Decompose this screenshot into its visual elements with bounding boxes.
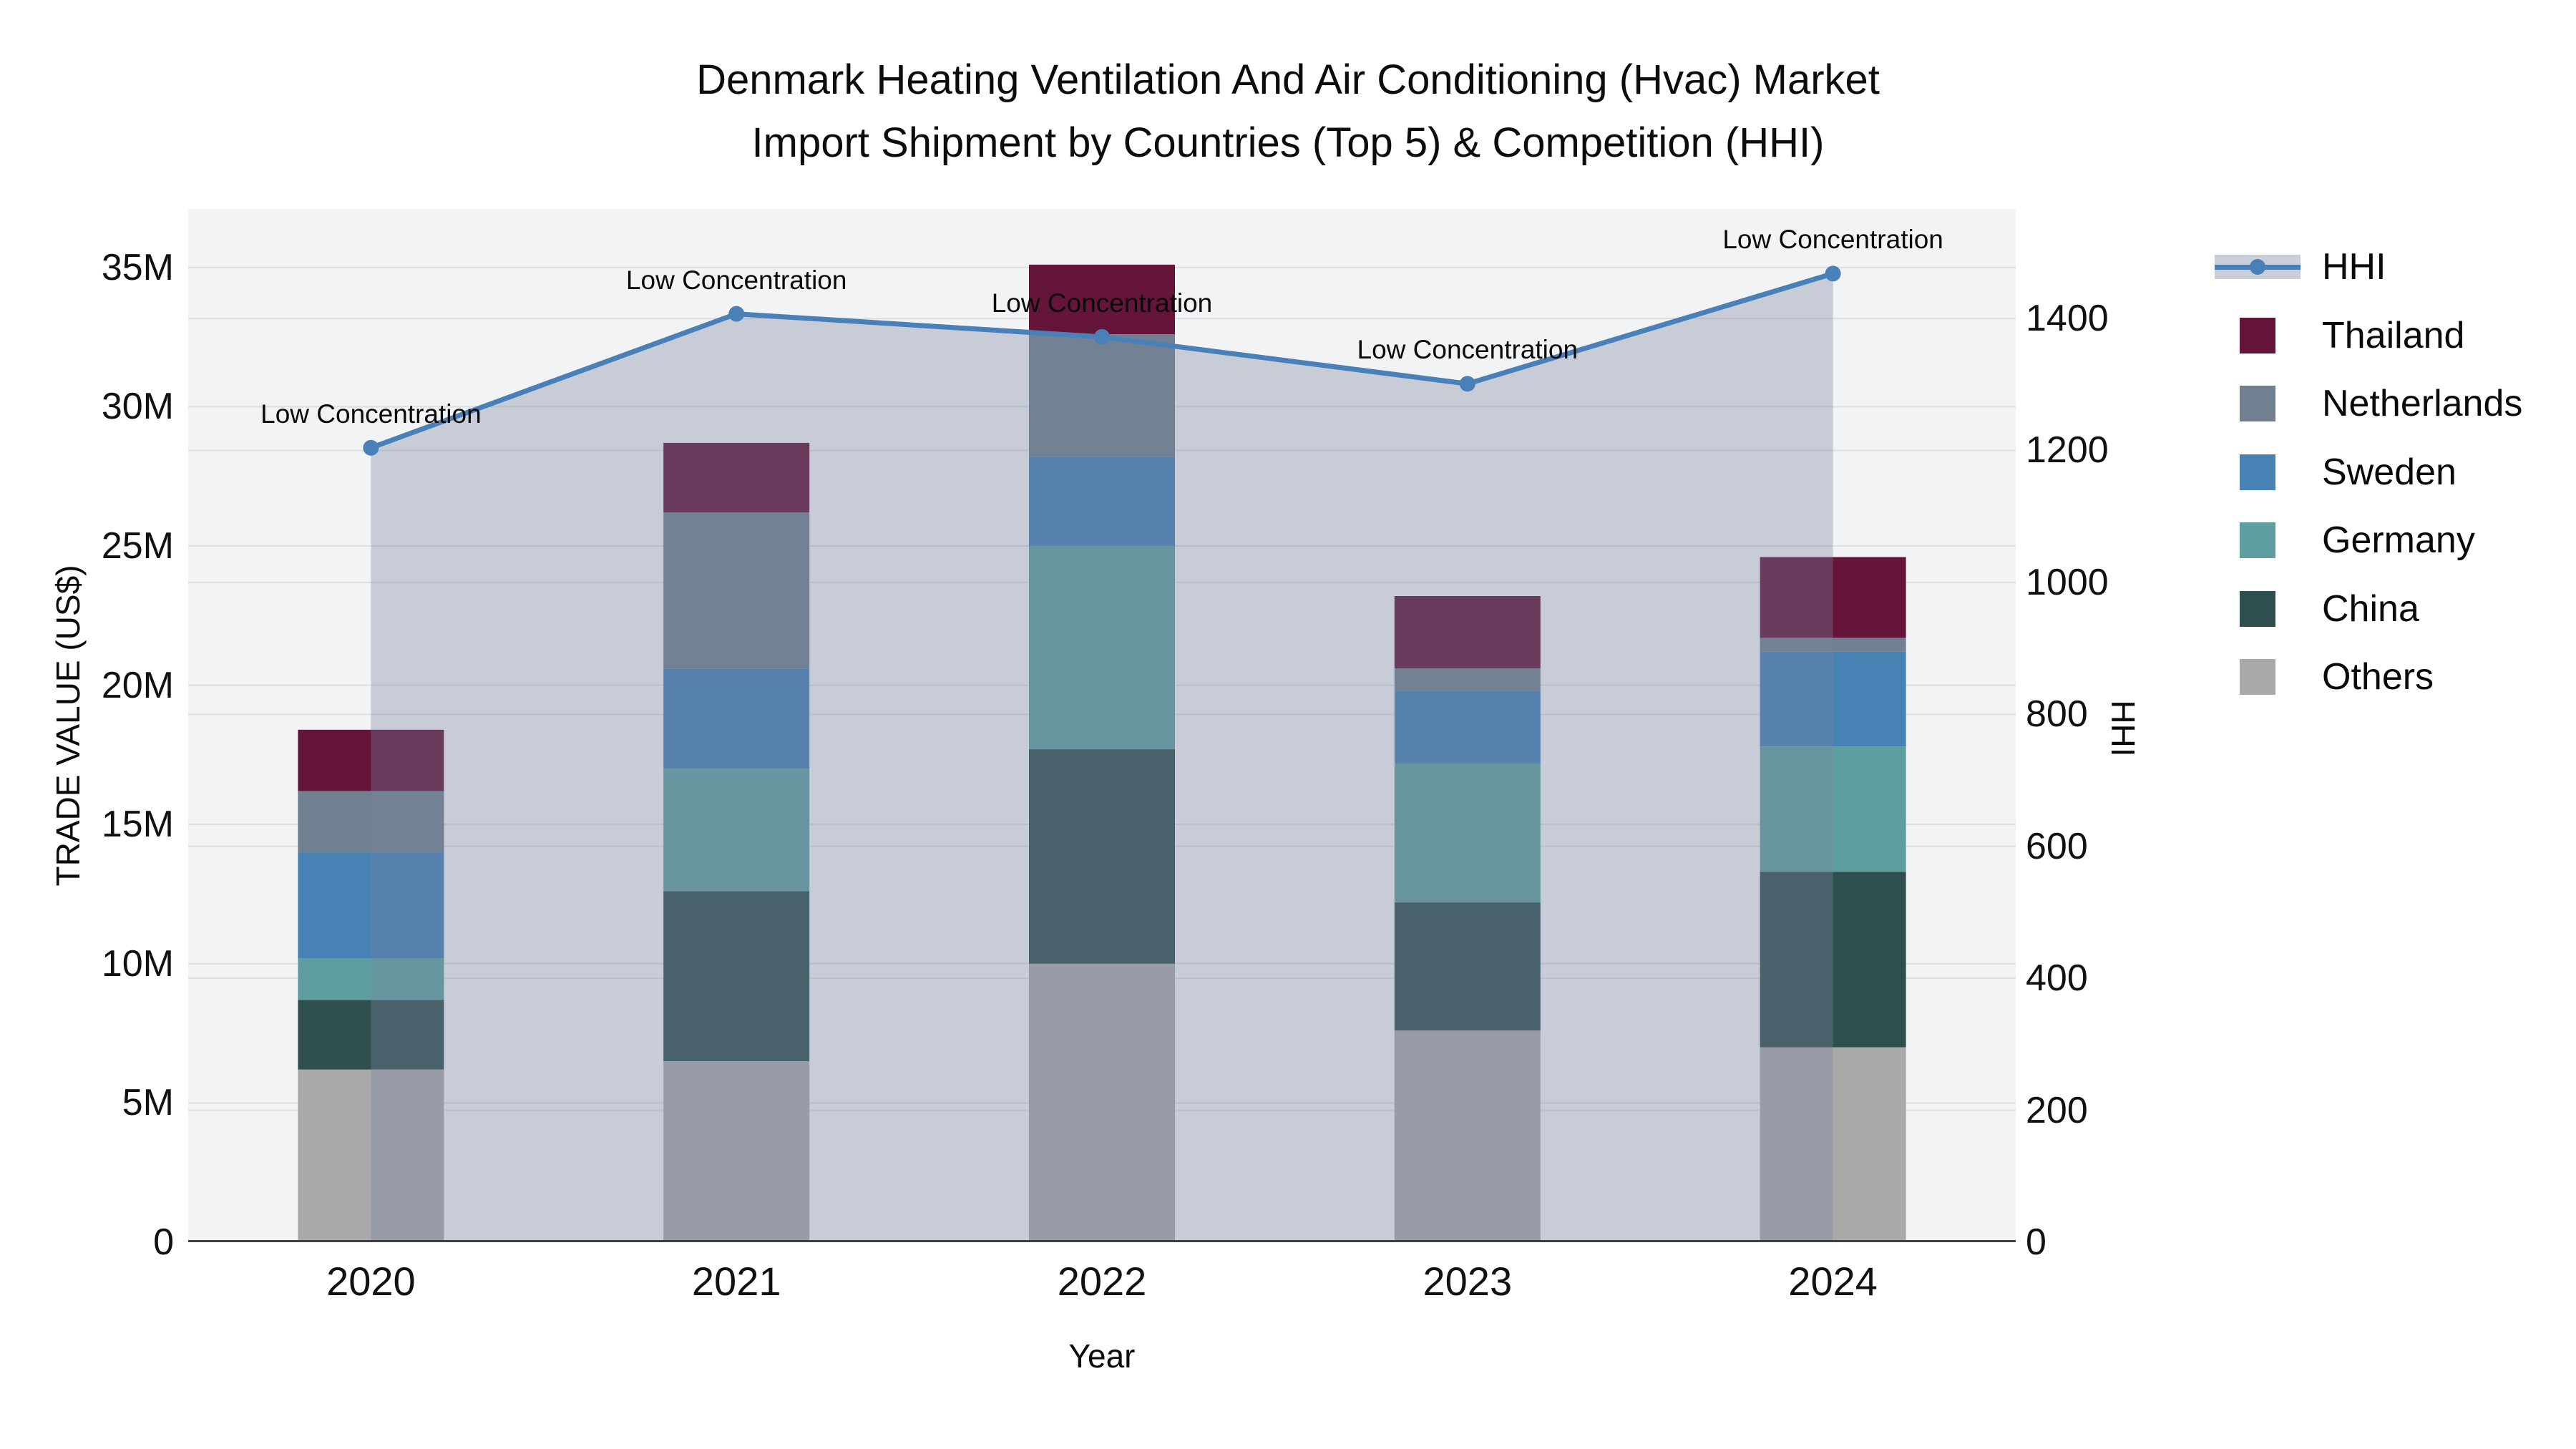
x-axis-tick: 2023 [1423, 1259, 1513, 1304]
legend-sample-others [2215, 655, 2301, 698]
chart-title-line2: Import Shipment by Countries (Top 5) & C… [751, 119, 1825, 166]
legend-label-netherlands: Netherlands [2322, 383, 2523, 424]
hhi-point-2024[interactable] [1825, 265, 1841, 282]
chart-title: Denmark Heating Ventilation And Air Cond… [0, 49, 2576, 175]
y-axis-tick-right: 200 [2026, 1089, 2088, 1131]
bar-2023-germany[interactable] [1394, 763, 1541, 903]
bar-2022-thailand[interactable] [1029, 264, 1175, 335]
legend-item-sweden[interactable]: Sweden [2215, 451, 2457, 494]
bar-2020-germany[interactable] [298, 957, 444, 1000]
annotation-2024: Low Concentration [1722, 225, 1943, 255]
y-axis-tick-left: 5M [122, 1082, 174, 1124]
bar-2021-germany[interactable] [663, 769, 810, 892]
y-axis-tick-left: 15M [101, 804, 174, 846]
y-axis-tick-left: 10M [101, 942, 174, 985]
bar-2021-thailand[interactable] [663, 442, 810, 513]
bar-2024-others[interactable] [1760, 1047, 1906, 1242]
legend-label-thailand: Thailand [2322, 314, 2465, 356]
annotation-2021: Low Concentration [625, 265, 847, 295]
y-axis-tick-right: 1400 [2026, 298, 2109, 340]
hhi-point-2023[interactable] [1459, 376, 1475, 392]
bar-2024-germany[interactable] [1760, 746, 1906, 872]
y-axis-tick-left: 0 [153, 1221, 174, 1263]
legend-swatch-netherlands [2240, 386, 2275, 421]
y-axis-tick-right: 1000 [2026, 561, 2109, 603]
y-axis-tick-right: 600 [2026, 825, 2088, 867]
legend-swatch-china [2240, 590, 2275, 627]
bar-2024-netherlands[interactable] [1760, 638, 1906, 652]
legend-swatch-sweden [2240, 454, 2275, 490]
hhi-area-fill [371, 273, 1833, 1242]
legend-label-others: Others [2322, 656, 2434, 698]
y-axis-tick-right: 800 [2026, 693, 2088, 736]
bar-2022-netherlands[interactable] [1029, 334, 1175, 457]
hhi-point-2020[interactable] [363, 439, 379, 456]
bar-2021-others[interactable] [663, 1061, 810, 1242]
legend-sample-thailand [2215, 314, 2301, 357]
legend-item-netherlands[interactable]: Netherlands [2215, 382, 2522, 425]
legend-sample-netherlands [2215, 382, 2301, 425]
bar-2023-sweden[interactable] [1394, 691, 1541, 763]
hhi-point-2021[interactable] [728, 306, 745, 322]
bar-2021-china[interactable] [663, 891, 810, 1062]
y-axis-tick-left: 20M [101, 664, 174, 706]
bar-2024-china[interactable] [1760, 872, 1906, 1048]
bar-2022-others[interactable] [1029, 963, 1175, 1242]
y-axis-tick-right: 0 [2026, 1221, 2046, 1263]
x-axis-tick: 2021 [691, 1259, 781, 1304]
bar-2020-thailand[interactable] [298, 729, 444, 791]
legend-swatch-others [2240, 659, 2275, 695]
legend-item-others[interactable]: Others [2215, 655, 2434, 698]
y-axis-tick-right: 1200 [2026, 429, 2109, 472]
hhi-marker-swatch [2250, 259, 2265, 275]
plot-area [188, 209, 2016, 1242]
legend-item-thailand[interactable]: Thailand [2215, 314, 2464, 357]
x-axis-title: Year [1068, 1337, 1136, 1375]
bar-2023-others[interactable] [1394, 1030, 1541, 1242]
x-axis-tick: 2022 [1057, 1259, 1147, 1304]
bar-2021-sweden[interactable] [663, 668, 810, 769]
x-axis-tick: 2024 [1788, 1259, 1878, 1304]
legend-item-germany[interactable]: Germany [2215, 519, 2475, 562]
bar-2023-netherlands[interactable] [1394, 668, 1541, 691]
y-axis-tick-left: 30M [101, 386, 174, 428]
y-axis-tick-right: 400 [2026, 957, 2088, 1000]
annotation-2020: Low Concentration [260, 399, 482, 429]
bar-2023-china[interactable] [1394, 902, 1541, 1031]
legend-label-germany: Germany [2322, 519, 2475, 561]
hhi-point-2022[interactable] [1094, 328, 1110, 345]
bar-2024-thailand[interactable] [1760, 557, 1906, 638]
chart-canvas [188, 264, 2016, 1242]
bar-2020-others[interactable] [298, 1069, 444, 1242]
bar-2023-thailand[interactable] [1394, 596, 1541, 669]
legend-swatch-germany [2240, 522, 2275, 558]
bar-2022-germany[interactable] [1029, 545, 1175, 750]
bar-2022-sweden[interactable] [1029, 457, 1175, 546]
legend-sample-germany [2215, 519, 2301, 562]
x-axis-tick: 2020 [326, 1259, 416, 1304]
y-axis-tick-left: 35M [101, 246, 174, 288]
y-axis-title-right: HHI [2104, 700, 2142, 757]
legend-label-hhi: HHI [2322, 246, 2386, 288]
bar-2021-netherlands[interactable] [663, 512, 810, 669]
legend-item-china[interactable]: China [2215, 587, 2419, 630]
annotation-2023: Low Concentration [1357, 335, 1579, 365]
legend-label-sweden: Sweden [2322, 451, 2457, 493]
legend-sample-china [2215, 587, 2301, 630]
bar-2020-netherlands[interactable] [298, 791, 444, 853]
annotation-2022: Low Concentration [991, 288, 1213, 318]
chart-title-line1: Denmark Heating Ventilation And Air Cond… [696, 57, 1880, 103]
legend-hhi-line-sample [2215, 245, 2301, 288]
bar-2020-china[interactable] [298, 1000, 444, 1070]
legend-sample-sweden [2215, 451, 2301, 494]
bar-2020-sweden[interactable] [298, 852, 444, 958]
legend-swatch-thailand [2240, 317, 2275, 353]
y-axis-tick-left: 25M [101, 525, 174, 567]
bar-2022-china[interactable] [1029, 749, 1175, 964]
legend-item-hhi[interactable]: HHI [2215, 245, 2386, 288]
legend-label-china: China [2322, 587, 2419, 630]
bar-2024-sweden[interactable] [1760, 651, 1906, 747]
